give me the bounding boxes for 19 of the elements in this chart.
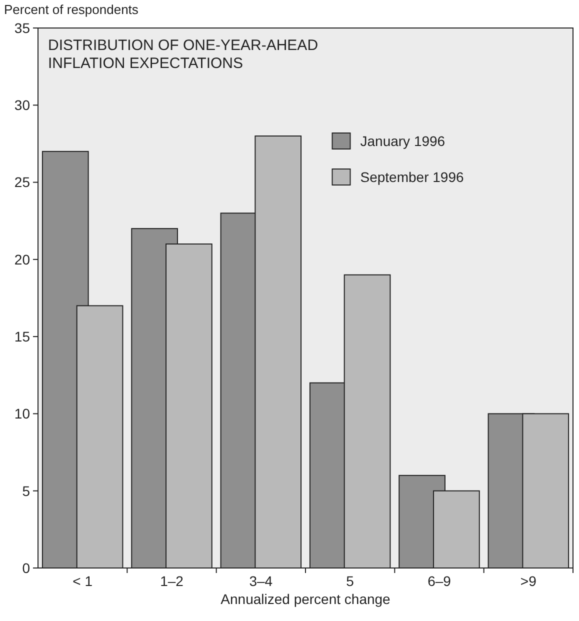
x-tick-label: 1–2 [160,573,184,589]
y-tick-label: 0 [22,560,30,576]
text: DISTRIBUTION OF ONE-YEAR-AHEAD INFLATION EXPECTATIONS [48,37,318,72]
x-axis-title: Annualized percent change [220,591,391,607]
x-tick-label: 6–9 [428,573,452,589]
y-axis-title: Percent of respondents [4,2,139,17]
y-tick-label: 35 [14,20,30,36]
y-tick-label: 10 [14,406,30,422]
x-tick-label: 3–4 [249,573,273,589]
x-tick-label: 5 [346,573,354,589]
legend-label: September 1996 [360,168,464,185]
y-tick-label: 30 [14,97,30,114]
x-tick-label: < 1 [72,573,93,589]
legend-label: January 1996 [360,132,446,149]
y-tick-label: 15 [14,328,30,344]
x-tick-label: >9 [520,573,537,589]
y-tick-label: 25 [14,174,30,190]
y-tick-label: 5 [22,482,30,499]
y-tick-label: 20 [14,251,30,268]
